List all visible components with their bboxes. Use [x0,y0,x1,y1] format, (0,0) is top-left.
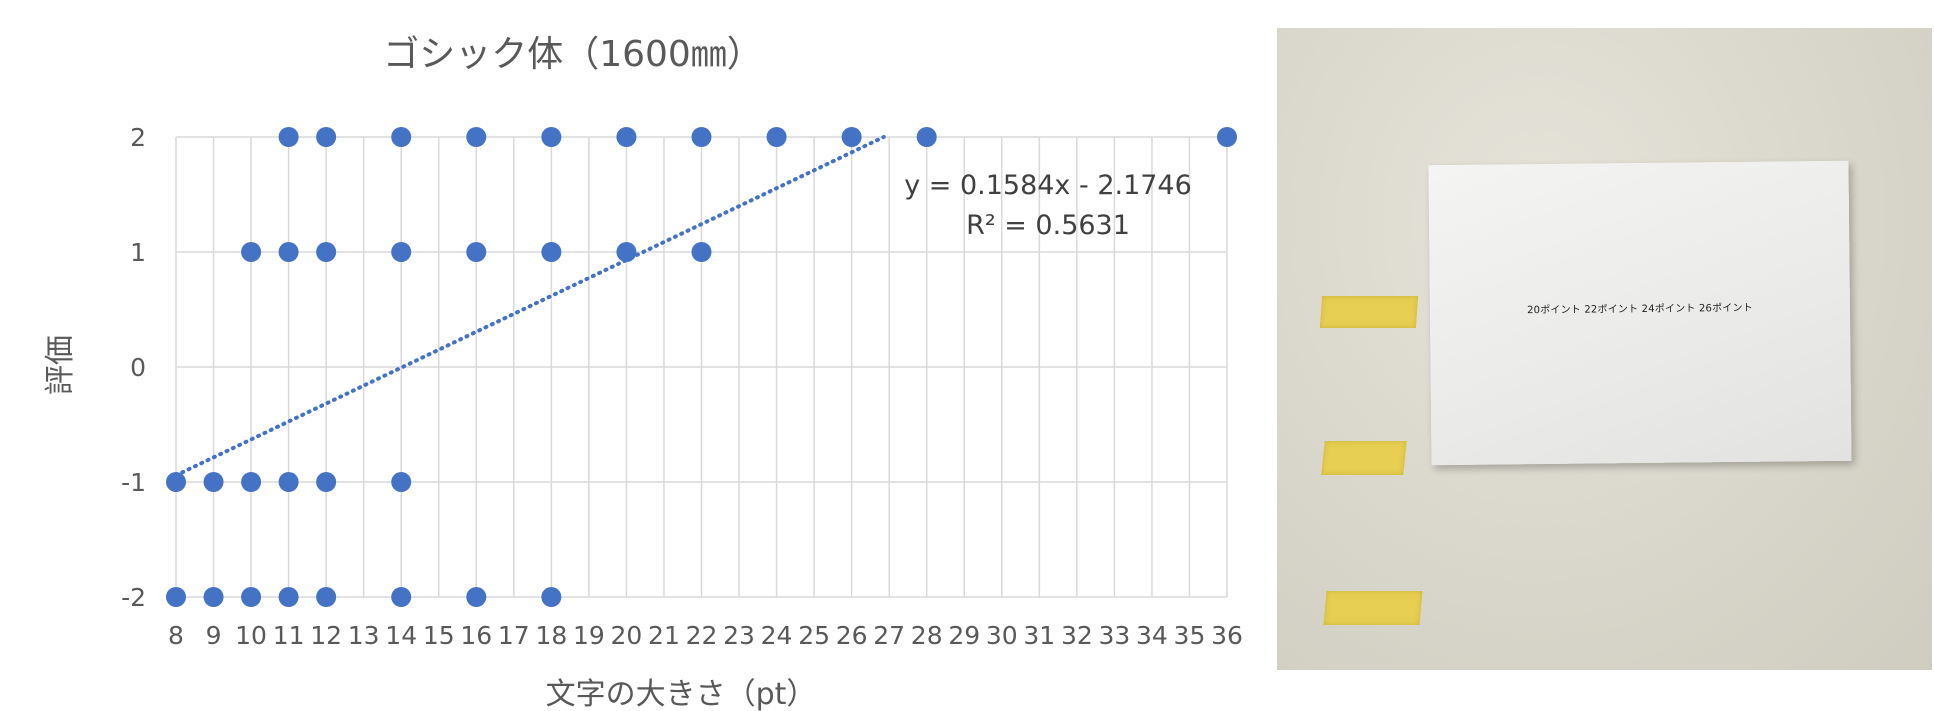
trendline-equation: y = 0.1584x - 2.1746 [904,170,1192,201]
data-point [203,587,224,607]
x-tick-label: 15 [423,621,455,650]
data-point [241,242,262,262]
y-tick-label: 2 [130,123,146,152]
x-tick-label: 35 [1174,621,1206,650]
data-point [391,127,412,147]
y-tick-label: -1 [121,468,146,497]
x-tick-label: 10 [235,621,267,650]
x-tick-label: 27 [873,621,905,650]
data-point [241,472,262,492]
x-tick-label: 32 [1061,621,1093,650]
data-point [166,472,186,492]
x-tick-label: 34 [1136,621,1168,650]
data-point [278,127,299,147]
data-point [466,127,487,147]
data-point [916,127,937,147]
x-tick-label: 24 [761,621,793,650]
y-tick-label: 0 [130,353,146,382]
x-tick-label: 16 [460,621,492,650]
data-point [316,127,337,147]
x-tick-label: 25 [798,621,830,650]
data-point [278,472,299,492]
x-tick-label: 22 [686,621,718,650]
data-point [241,587,262,607]
x-tick-label: 12 [310,621,342,650]
data-point [691,127,712,147]
data-point [466,587,487,607]
x-tick-label: 36 [1211,621,1243,650]
data-point [541,587,562,607]
data-point [316,242,337,262]
data-point [616,127,637,147]
x-tick-label: 29 [948,621,980,650]
tape-strip [1321,441,1407,475]
x-tick-label: 8 [168,621,184,650]
data-point [541,242,562,262]
data-point [203,472,224,492]
x-tick-label: 30 [986,621,1018,650]
x-tick-label: 33 [1098,621,1130,650]
data-point [841,127,862,147]
paper-text: 20ポイント 22ポイント 24ポイント 26ポイント [1526,302,1753,317]
y-tick-labels: 2 1 0 -1 -2 [121,123,146,612]
data-point [391,587,412,607]
trendline [174,135,886,478]
x-tick-label: 20 [611,621,643,650]
data-point [316,472,337,492]
x-tick-label: 17 [498,621,530,650]
data-point [466,242,487,262]
data-point [541,127,562,147]
chart-title: ゴシック体（1600㎜） [383,34,763,75]
photo-wall-paper: 20ポイント 22ポイント 24ポイント 26ポイント [1277,28,1932,670]
x-tick-labels: 8 9 10 11 12 13 14 15 16 17 18 19 20 21 22 23 24 25 26 27 28… [168,621,1243,650]
x-tick-label: 28 [911,621,943,650]
grid [175,136,1228,598]
trendline-r2: R² = 0.5631 [966,210,1130,241]
x-tick-label: 9 [206,621,222,650]
data-point [166,587,186,607]
tape-strip [1319,296,1419,328]
tape-strip [1323,591,1423,625]
x-tick-label: 21 [648,621,680,650]
y-tick-label: 1 [130,238,146,267]
data-point [391,242,412,262]
x-tick-label: 19 [573,621,605,650]
data-point [691,242,712,262]
data-point [316,587,337,607]
x-tick-label: 11 [273,621,305,650]
x-tick-label: 31 [1023,621,1055,650]
data-point [1217,127,1237,147]
paper-sheet: 20ポイント 22ポイント 24ポイント 26ポイント [1428,160,1852,466]
y-axis-title: 評価 [43,335,78,395]
trendline-group [174,135,886,478]
data-points [166,127,1237,607]
data-point [278,242,299,262]
x-tick-label: 23 [723,621,755,650]
data-point [766,127,787,147]
y-tick-label: -2 [121,583,146,612]
data-point [278,587,299,607]
data-point [391,472,412,492]
x-tick-label: 26 [836,621,868,650]
x-axis-title: 文字の大きさ（pt） [546,677,817,711]
scatter-chart: 8 9 10 11 12 13 14 15 16 17 18 19 20 21 22 23 24 25 26 27 28… [43,34,1243,711]
x-tick-label: 18 [535,621,567,650]
x-tick-label: 13 [348,621,380,650]
x-tick-label: 14 [385,621,417,650]
data-point [616,242,637,262]
